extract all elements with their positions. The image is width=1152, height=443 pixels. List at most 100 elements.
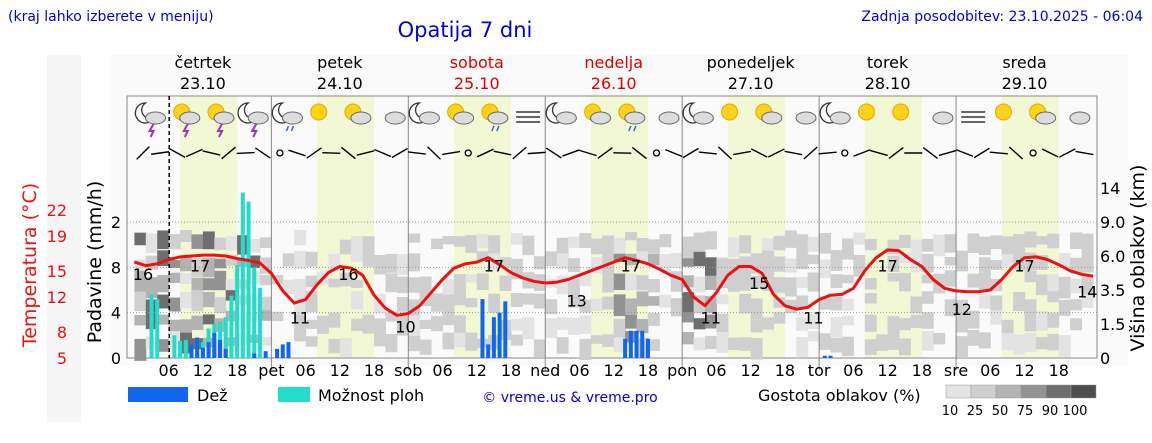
weather-icon — [271, 102, 303, 132]
day-name: četrtek — [174, 53, 232, 72]
cloud-cell — [1047, 333, 1060, 351]
cloud-cell — [453, 315, 466, 337]
rain-bar — [486, 344, 491, 358]
cloud-cell — [351, 291, 364, 310]
cloud-cell — [864, 339, 877, 355]
cloud-cell — [921, 253, 934, 273]
x-tick-label: pet — [258, 361, 284, 380]
cloud-cell — [1001, 236, 1014, 258]
cloud-cell — [636, 251, 649, 264]
rain-bar — [628, 330, 633, 358]
cloud-cell — [990, 295, 1003, 317]
rain-bar — [480, 299, 485, 358]
wind-barb — [527, 151, 546, 155]
rain-bar — [200, 347, 205, 358]
x-tick-label: 18 — [501, 361, 521, 380]
temperature-tick: 12 — [47, 288, 67, 307]
cloud-cell — [921, 274, 934, 284]
rain-bar — [503, 301, 508, 358]
cloud-cell — [841, 315, 854, 326]
wind-barb — [853, 149, 871, 157]
cloud-cell — [659, 294, 672, 308]
cloud-cell — [157, 274, 170, 293]
cloud-cell — [522, 317, 535, 340]
cloud-cell — [1001, 319, 1014, 334]
cloud-cell — [339, 337, 352, 357]
temperature-label: 17 — [484, 256, 504, 275]
shower-bar — [149, 294, 154, 358]
cloud-cell — [305, 319, 318, 329]
daylight-band — [317, 96, 375, 358]
cloud-cell — [180, 292, 192, 309]
rain-bar — [212, 333, 217, 358]
cloud-cell — [1024, 231, 1037, 248]
cloud-cell — [956, 313, 968, 333]
rain-bar — [223, 348, 228, 358]
cloud-cell — [796, 295, 809, 309]
precipitation-tick: 2 — [111, 213, 121, 232]
cloud-cell — [556, 237, 569, 258]
cloud-cell — [887, 239, 900, 255]
cloud-cell — [145, 277, 158, 299]
rain-bar — [263, 351, 268, 358]
cloud-cell — [180, 319, 192, 342]
cloud-cell — [522, 235, 535, 256]
cloud-cell — [408, 277, 421, 293]
cloud-cell — [396, 276, 409, 294]
cloud-cell — [705, 275, 717, 291]
x-tick-label: 06 — [432, 361, 452, 380]
cloud-cell — [1081, 233, 1094, 254]
cloud-cell — [1070, 278, 1083, 294]
cloud-cell — [282, 253, 295, 267]
cloud-cell — [579, 315, 592, 334]
cloud-cell — [716, 331, 729, 353]
wind-barb — [682, 147, 699, 159]
temperature-label: 17 — [1014, 256, 1034, 275]
wind-barb — [955, 149, 974, 157]
menu-hint-link[interactable]: (kraj lahko izberete v meniju) — [8, 9, 214, 25]
cloud-cell — [134, 314, 147, 326]
credit-link[interactable]: © vreme.us & vreme.pro — [482, 390, 657, 406]
wind-barb — [254, 147, 271, 159]
cloud-cell — [716, 313, 729, 334]
cloud-cell — [465, 274, 478, 283]
cloud-cell — [1035, 255, 1048, 271]
cloud-cell — [533, 256, 546, 270]
cloud-cell — [944, 234, 957, 253]
cloud-cell — [899, 338, 911, 356]
day-name: sreda — [1002, 53, 1046, 72]
wind-barb — [698, 151, 717, 155]
cloud-cell — [659, 234, 672, 248]
cloud-cell — [374, 335, 386, 347]
weather-icon — [344, 103, 372, 125]
cloud-cell — [705, 257, 717, 279]
cloud-cell — [693, 276, 706, 293]
cloud-cell — [716, 294, 729, 305]
cloud-cell — [796, 250, 809, 270]
cloud-cell — [362, 236, 375, 258]
shower-bar — [229, 295, 234, 358]
cloud-cell — [214, 258, 227, 269]
day-name: torek — [867, 53, 909, 72]
cloud-cell — [762, 271, 774, 292]
wind-calm — [652, 149, 661, 157]
cloud-cell — [625, 273, 638, 291]
cloud-cell — [807, 272, 820, 292]
cloud-cell — [180, 230, 192, 243]
weather-icon — [994, 103, 1012, 121]
cloud-scale-label: 10 — [942, 404, 959, 419]
cloud-cell — [602, 334, 615, 347]
cloud-cell — [819, 233, 832, 254]
cloud-cell — [1081, 294, 1094, 308]
precipitation-tick: 4 — [111, 304, 121, 323]
cloud-cell — [157, 230, 170, 250]
cloud-cell — [705, 296, 717, 313]
cloud-cell — [967, 233, 980, 253]
x-tick-label: pon — [667, 361, 697, 380]
cloud-cell — [157, 339, 170, 352]
cloud-cell — [899, 252, 911, 264]
wind-calm — [464, 149, 472, 157]
temperature-label: 15 — [749, 274, 769, 293]
cloud-scale-label: 90 — [1042, 404, 1059, 419]
cloud-cell — [853, 254, 866, 277]
